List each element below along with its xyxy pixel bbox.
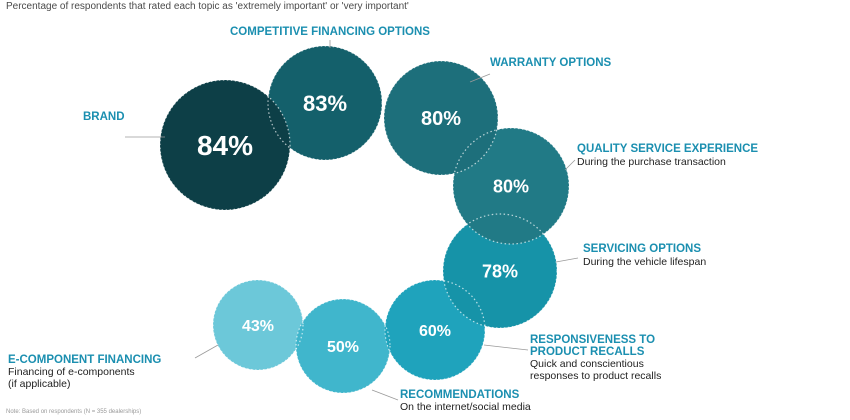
- chart-subtitle: Percentage of respondents that rated eac…: [6, 1, 409, 12]
- bubble-outline: [442, 213, 558, 329]
- leader-line: [564, 159, 576, 171]
- category-label: BRAND: [83, 111, 125, 123]
- bubble-e-component-financing: [213, 280, 303, 370]
- value-label: 60%: [419, 323, 451, 340]
- value-label: 84%: [197, 130, 253, 161]
- chart-footnote: Note: Based on respondents (N = 355 deal…: [6, 409, 142, 415]
- category-sublabel: During the purchase transaction: [577, 156, 726, 168]
- category-sublabel: Quick and conscientious: [530, 358, 644, 370]
- leader-line: [469, 73, 491, 83]
- category-sublabel: Financing of e-components: [8, 366, 135, 378]
- bubble-outline: [212, 279, 304, 371]
- category-label: RECOMMENDATIONS: [400, 389, 520, 401]
- category-sublabel: (if applicable): [8, 378, 70, 390]
- value-label: 80%: [493, 176, 529, 196]
- bubble-competitive-financing-options: [268, 46, 382, 160]
- bubble-brand: [160, 80, 290, 210]
- category-label: RESPONSIVENESS TO: [530, 334, 655, 346]
- bubble-recommendations: [296, 299, 390, 393]
- value-label: 80%: [421, 108, 461, 130]
- bubble-outline: [159, 79, 291, 211]
- bubble-outline: [295, 298, 391, 394]
- leader-line: [483, 344, 529, 351]
- bubble-outline: [452, 127, 570, 245]
- value-label: 43%: [242, 318, 274, 335]
- category-label: E-COMPONENT FINANCING: [8, 354, 161, 366]
- category-label: QUALITY SERVICE EXPERIENCE: [577, 143, 758, 155]
- value-label: 83%: [303, 91, 347, 116]
- bubble-warranty-options: [384, 61, 498, 175]
- value-label: 78%: [482, 261, 518, 281]
- bubble-outline: [383, 60, 499, 176]
- category-sublabel: On the internet/social media: [400, 401, 531, 413]
- category-label: PRODUCT RECALLS: [530, 346, 645, 358]
- bubble-outline: [267, 45, 383, 161]
- category-sublabel: During the vehicle lifespan: [583, 256, 706, 268]
- bubble-outline: [384, 279, 486, 381]
- category-label: SERVICING OPTIONS: [583, 243, 701, 255]
- category-label: WARRANTY OPTIONS: [490, 57, 612, 69]
- leader-line: [371, 389, 399, 401]
- value-label: 50%: [327, 339, 359, 356]
- leader-line: [194, 344, 219, 359]
- category-label: COMPETITIVE FINANCING OPTIONS: [230, 26, 430, 38]
- bubble-servicing-options: [443, 214, 557, 328]
- category-sublabel: responses to product recalls: [530, 370, 661, 382]
- leader-line: [555, 257, 579, 263]
